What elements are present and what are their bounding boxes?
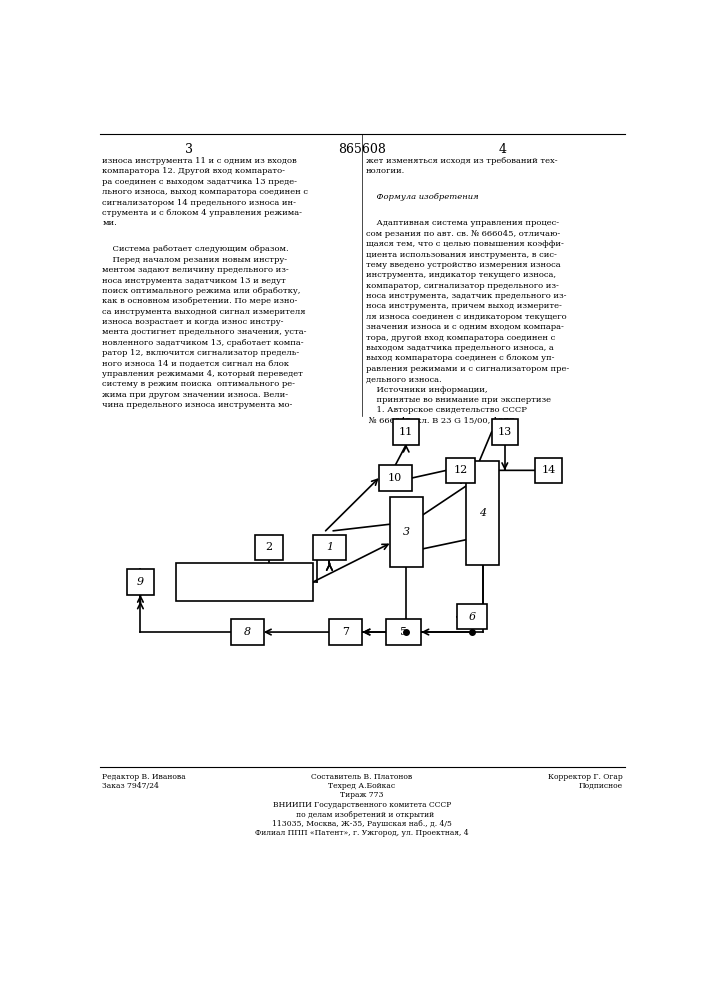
Bar: [491, 419, 518, 445]
Text: принятые во внимание при экспертизе: принятые во внимание при экспертизе: [366, 396, 551, 404]
Text: как в основном изобретении. По мере изно-: как в основном изобретении. По мере изно…: [103, 297, 298, 305]
Text: циента использования инструмента, в сис-: циента использования инструмента, в сис-: [366, 251, 556, 259]
Text: Источники информации,: Источники информации,: [366, 386, 487, 394]
Text: ля износа соединен с индикатором текущего: ля износа соединен с индикатором текущег…: [366, 313, 566, 321]
Text: струмента и с блоком 4 управления режима-: струмента и с блоком 4 управления режима…: [103, 209, 303, 217]
Text: компаратор, сигнализатор предельного из-: компаратор, сигнализатор предельного из-: [366, 282, 559, 290]
Text: мента достигнет предельного значения, уста-: мента достигнет предельного значения, ус…: [103, 328, 307, 336]
Text: ра соединен с выходом задатчика 13 преде-: ра соединен с выходом задатчика 13 преде…: [103, 178, 298, 186]
Bar: [127, 569, 154, 595]
Text: 6: 6: [468, 612, 476, 622]
Text: Корректор Г. Огар: Корректор Г. Огар: [549, 773, 623, 781]
Text: тора, другой вход компаратора соединен с: тора, другой вход компаратора соединен с: [366, 334, 555, 342]
Text: льного износа, выход компаратора соединен с: льного износа, выход компаратора соедине…: [103, 188, 308, 196]
Bar: [313, 535, 346, 560]
Bar: [457, 604, 487, 629]
Text: выходом задатчика предельного износа, а: выходом задатчика предельного износа, а: [366, 344, 554, 352]
Text: Система работает следующим образом.: Система работает следующим образом.: [103, 245, 289, 253]
Bar: [535, 458, 562, 483]
Text: 14: 14: [542, 465, 556, 475]
Bar: [255, 535, 283, 560]
Text: Техред А.Бойкас: Техред А.Бойкас: [328, 782, 395, 790]
Bar: [230, 619, 264, 645]
Text: Подписное: Подписное: [579, 782, 623, 790]
Text: жет изменяться исходя из требований тех-: жет изменяться исходя из требований тех-: [366, 157, 557, 165]
Text: Перед началом резания новым инстру-: Перед началом резания новым инстру-: [103, 256, 288, 264]
Text: Заказ 7947/24: Заказ 7947/24: [103, 782, 159, 790]
Text: поиск оптимального режима или обработку,: поиск оптимального режима или обработку,: [103, 287, 300, 295]
Bar: [446, 458, 476, 483]
Bar: [329, 619, 362, 645]
Text: Редактор В. Иванова: Редактор В. Иванова: [103, 773, 186, 781]
Text: по делам изобретений и открытий: по делам изобретений и открытий: [289, 811, 435, 819]
Text: ми.: ми.: [103, 219, 117, 227]
Text: Составитель В. Платонов: Составитель В. Платонов: [311, 773, 413, 781]
Text: сом резания по авт. св. № 666045, отличаю-: сом резания по авт. св. № 666045, отлича…: [366, 230, 560, 238]
Text: 11: 11: [399, 427, 414, 437]
Text: тему введено устройство измерения износа: тему введено устройство измерения износа: [366, 261, 561, 269]
Text: Тираж 773: Тираж 773: [340, 791, 384, 799]
Text: нологии.: нологии.: [366, 167, 405, 175]
Text: систему в режим поиска  оптимального ре-: систему в режим поиска оптимального ре-: [103, 380, 296, 388]
Text: № 666045, кл. В 23 G 15/00, 1977.: № 666045, кл. В 23 G 15/00, 1977.: [366, 417, 517, 425]
Text: Формула изобретения: Формула изобретения: [366, 193, 479, 201]
Text: 5: 5: [400, 627, 407, 637]
Text: носа инструмента, задатчик предельного из-: носа инструмента, задатчик предельного и…: [366, 292, 566, 300]
Text: 2: 2: [266, 542, 273, 552]
Text: 8: 8: [244, 627, 251, 637]
Bar: [390, 497, 423, 567]
Bar: [385, 619, 421, 645]
Text: чина предельного износа инструмента мо-: чина предельного износа инструмента мо-: [103, 401, 293, 409]
Text: 7: 7: [342, 627, 349, 637]
Text: ментом задают величину предельного из-: ментом задают величину предельного из-: [103, 266, 289, 274]
Text: Филиал ППП «Патент», г. Ужгород, ул. Проектная, 4: Филиал ППП «Патент», г. Ужгород, ул. Про…: [255, 829, 469, 837]
Bar: [467, 461, 499, 565]
Text: щаяся тем, что с целью повышения коэффи-: щаяся тем, что с целью повышения коэффи-: [366, 240, 563, 248]
Text: 12: 12: [454, 465, 468, 475]
Text: ВНИИПИ Государственного комитета СССР: ВНИИПИ Государственного комитета СССР: [273, 801, 451, 809]
Text: носа инструмента, причем выход измерите-: носа инструмента, причем выход измерите-: [366, 302, 561, 310]
Text: 3: 3: [185, 143, 193, 156]
Bar: [393, 419, 419, 445]
Text: износа возрастает и когда износ инстру-: износа возрастает и когда износ инстру-: [103, 318, 284, 326]
Text: 865608: 865608: [338, 143, 386, 156]
Bar: [379, 465, 411, 491]
Text: 4: 4: [499, 143, 507, 156]
Text: дельного износа.: дельного износа.: [366, 375, 441, 383]
Bar: [176, 563, 313, 601]
Text: ратор 12, включится сигнализатор предель-: ратор 12, включится сигнализатор предель…: [103, 349, 300, 357]
Text: износа инструмента 11 и с одним из входов: износа инструмента 11 и с одним из входо…: [103, 157, 297, 165]
Text: сигнализатором 14 предельного износа ин-: сигнализатором 14 предельного износа ин-: [103, 199, 296, 207]
Text: 1. Авторское свидетельство СССР: 1. Авторское свидетельство СССР: [366, 406, 527, 414]
Text: новленного задатчиком 13, сработает компа-: новленного задатчиком 13, сработает комп…: [103, 339, 304, 347]
Text: управления режимами 4, который переведет: управления режимами 4, который переведет: [103, 370, 303, 378]
Text: 13: 13: [498, 427, 512, 437]
Text: значения износа и с одним входом компара-: значения износа и с одним входом компара…: [366, 323, 563, 331]
Text: Адаптивная система управления процес-: Адаптивная система управления процес-: [366, 219, 559, 227]
Text: 3: 3: [402, 527, 410, 537]
Text: ного износа 14 и подается сигнал на блок: ного износа 14 и подается сигнал на блок: [103, 360, 289, 368]
Text: инструмента, индикатор текущего износа,: инструмента, индикатор текущего износа,: [366, 271, 556, 279]
Text: 113035, Москва, Ж-35, Раушская наб., д. 4/5: 113035, Москва, Ж-35, Раушская наб., д. …: [272, 820, 452, 828]
Text: равления режимами и с сигнализатором пре-: равления режимами и с сигнализатором пре…: [366, 365, 569, 373]
Text: компаратора 12. Другой вход компарато-: компаратора 12. Другой вход компарато-: [103, 167, 286, 175]
Text: жима при другом значении износа. Вели-: жима при другом значении износа. Вели-: [103, 391, 288, 399]
Text: выход компаратора соединен с блоком уп-: выход компаратора соединен с блоком уп-: [366, 354, 554, 362]
Text: 4: 4: [479, 508, 486, 518]
Text: са инструмента выходной сигнал измерителя: са инструмента выходной сигнал измерител…: [103, 308, 306, 316]
Text: 10: 10: [388, 473, 402, 483]
Text: 1: 1: [326, 542, 333, 552]
Text: носа инструмента задатчиком 13 и ведут: носа инструмента задатчиком 13 и ведут: [103, 277, 286, 285]
Text: 9: 9: [137, 577, 144, 587]
